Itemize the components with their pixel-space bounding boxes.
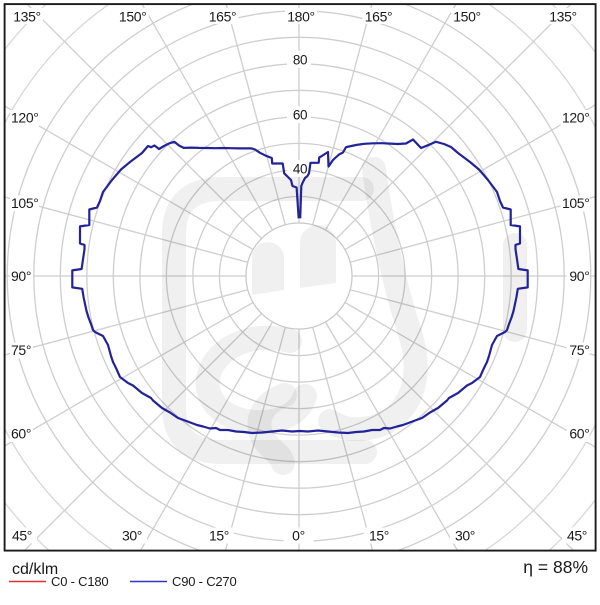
svg-text:135°: 135° [549, 9, 577, 25]
svg-text:165°: 165° [365, 9, 393, 25]
svg-text:105°: 105° [11, 195, 39, 211]
svg-text:165°: 165° [209, 9, 237, 25]
svg-text:90°: 90° [11, 268, 31, 284]
svg-text:15°: 15° [209, 527, 229, 543]
svg-text:C90 - C270: C90 - C270 [172, 574, 236, 589]
svg-text:30°: 30° [122, 527, 142, 543]
svg-text:60: 60 [293, 107, 307, 122]
svg-text:45°: 45° [567, 527, 587, 543]
svg-text:30°: 30° [455, 527, 475, 543]
svg-text:60°: 60° [569, 426, 589, 442]
svg-text:cd/klm: cd/klm [12, 561, 58, 578]
svg-text:60°: 60° [11, 426, 31, 442]
svg-text:75°: 75° [569, 342, 589, 358]
svg-text:105°: 105° [562, 195, 590, 211]
svg-text:40: 40 [293, 161, 307, 176]
svg-text:C0 - C180: C0 - C180 [51, 574, 108, 589]
svg-text:150°: 150° [119, 9, 147, 25]
svg-text:0°: 0° [292, 527, 305, 543]
svg-text:75°: 75° [11, 342, 31, 358]
svg-text:150°: 150° [453, 9, 481, 25]
svg-text:80: 80 [293, 52, 307, 67]
svg-text:120°: 120° [11, 110, 39, 126]
svg-text:90°: 90° [569, 268, 589, 284]
svg-text:180°: 180° [287, 9, 315, 25]
svg-text:45°: 45° [12, 527, 32, 543]
svg-text:135°: 135° [13, 9, 41, 25]
svg-text:15°: 15° [369, 527, 389, 543]
svg-text:120°: 120° [562, 110, 590, 126]
svg-text:η = 88%: η = 88% [523, 557, 588, 577]
